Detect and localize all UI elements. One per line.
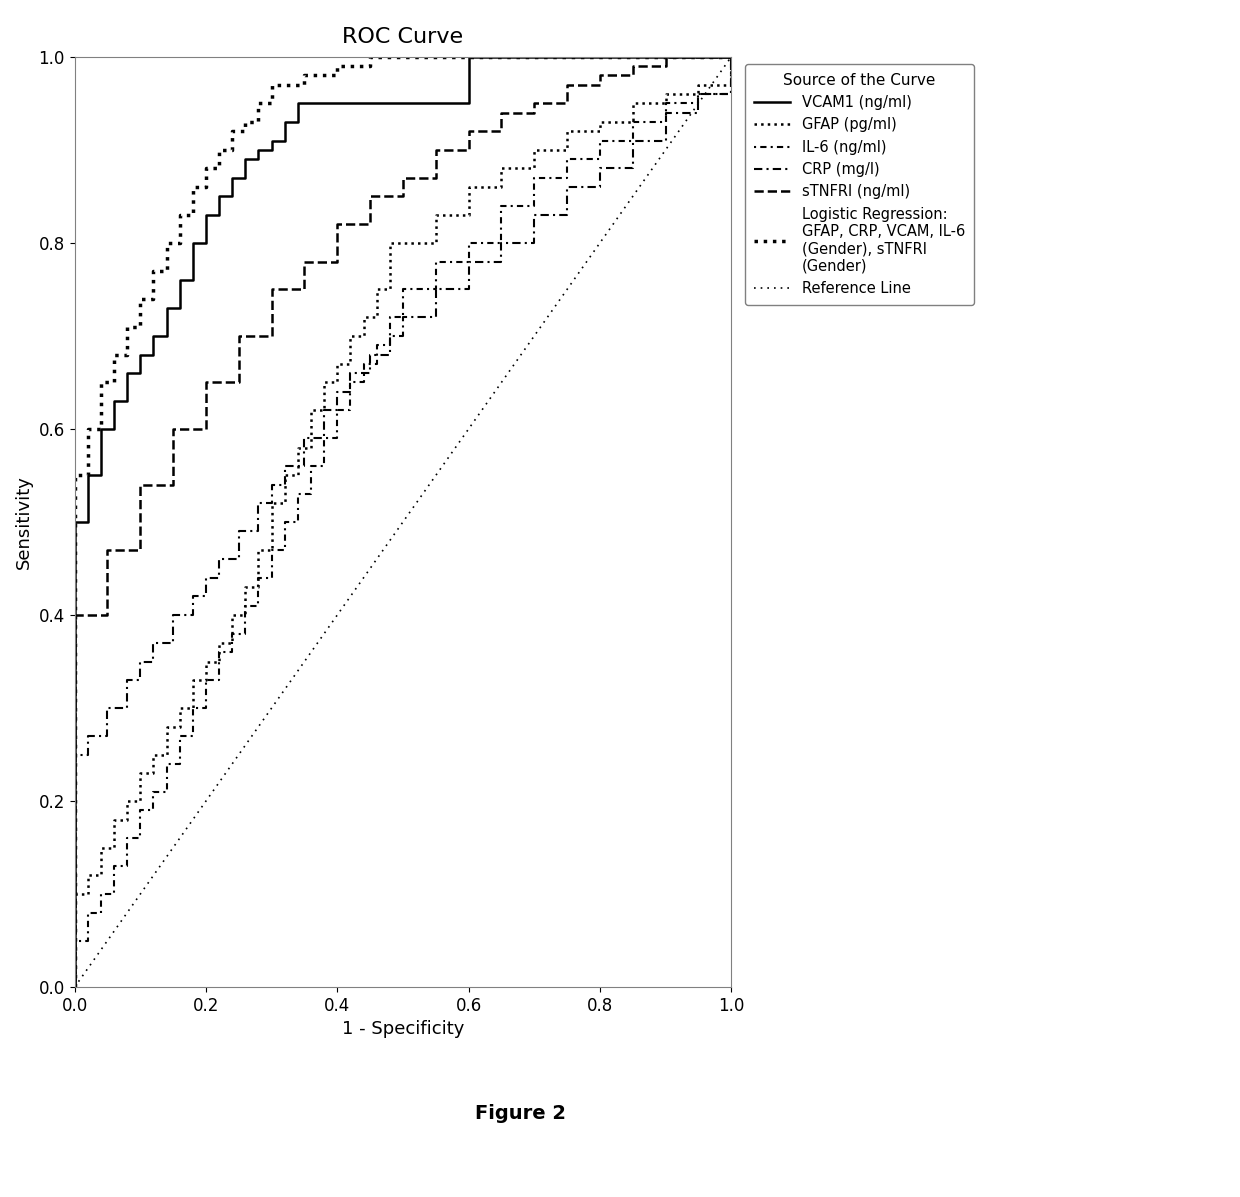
Title: ROC Curve: ROC Curve <box>342 28 464 47</box>
Y-axis label: Sensitivity: Sensitivity <box>15 475 33 569</box>
Text: Figure 2: Figure 2 <box>475 1104 567 1123</box>
X-axis label: 1 - Specificity: 1 - Specificity <box>342 1020 464 1038</box>
Legend: VCAM1 (ng/ml), GFAP (pg/ml), IL-6 (ng/ml), CRP (mg/l), sTNFRI (ng/ml), Logistic : VCAM1 (ng/ml), GFAP (pg/ml), IL-6 (ng/ml… <box>745 65 973 305</box>
